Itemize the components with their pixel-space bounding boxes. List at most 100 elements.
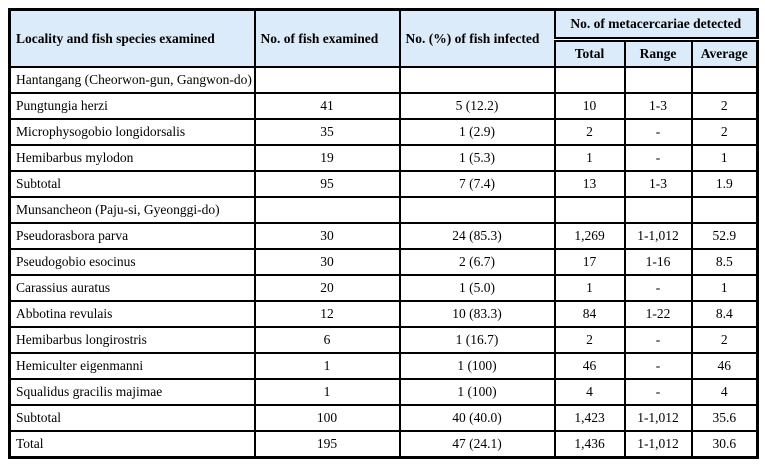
cell-examined: 1 <box>253 352 401 380</box>
cell-label: Pseudogobio esocinus <box>8 248 256 276</box>
cell-range: - <box>623 274 693 302</box>
cell-range: 1-1,012 <box>623 404 693 432</box>
cell-average <box>690 196 759 224</box>
cell-examined: 12 <box>253 300 401 328</box>
cell-infected: 10 (83.3) <box>398 300 556 328</box>
cell-infected: 2 (6.7) <box>398 248 556 276</box>
cell-average: 35.6 <box>690 404 759 432</box>
cell-examined: 35 <box>253 118 401 146</box>
table-row: Microphysogobio longidorsalis 35 1 (2.9) 2-… <box>8 118 759 146</box>
cell-total: 17 <box>553 248 626 276</box>
cell-label: Munsancheon (Paju-si, Gyeonggi-do) <box>8 196 256 224</box>
cell-label: Abbotina revulais <box>8 300 256 328</box>
header-locality: Locality and fish species examined <box>8 8 256 68</box>
cell-average: 2 <box>690 92 759 120</box>
cell-examined: 95 <box>253 170 401 198</box>
cell-total: 4 <box>553 378 626 406</box>
cell-label: Hantangang (Cheorwon-gun, Gangwon-do) <box>8 66 256 94</box>
cell-examined: 6 <box>253 326 401 354</box>
cell-total: 10 <box>553 92 626 120</box>
cell-examined: 30 <box>253 222 401 250</box>
header-average: Average <box>690 38 759 68</box>
cell-total: 46 <box>553 352 626 380</box>
cell-range: 1-3 <box>623 170 693 198</box>
cell-average: 2 <box>690 326 759 354</box>
cell-infected: 1 (16.7) <box>398 326 556 354</box>
cell-label: Carassius auratus <box>8 274 256 302</box>
table-body: Hantangang (Cheorwon-gun, Gangwon-do) Pun… <box>8 66 759 459</box>
table-row: Pseudogobio esocinus 30 2 (6.7) 17 1-16 8.5 <box>8 248 759 276</box>
cell-total: 1 <box>553 144 626 172</box>
cell-total <box>553 196 626 224</box>
cell-label: Hemibarbus longirostris <box>8 326 256 354</box>
cell-infected: 7 (7.4) <box>398 170 556 198</box>
cell-range: - <box>623 378 693 406</box>
cell-average: 52.9 <box>690 222 759 250</box>
cell-average <box>690 66 759 94</box>
cell-label: Subtotal <box>8 170 256 198</box>
cell-label: Total <box>8 430 256 459</box>
cell-range <box>623 196 693 224</box>
table-header: Locality and fish species examined No. o… <box>8 8 759 68</box>
cell-examined: 19 <box>253 144 401 172</box>
table-row: Subtotal 100 40 (40.0) 1,423 1-1,012 35.6 <box>8 404 759 432</box>
cell-infected: 47 (24.1) <box>398 430 556 459</box>
cell-range: - <box>623 326 693 354</box>
cell-total: 84 <box>553 300 626 328</box>
header-row-1: Locality and fish species examined No. o… <box>8 8 759 68</box>
header-total: Total <box>553 38 626 68</box>
cell-average: 30.6 <box>690 430 759 459</box>
locality-section-row: Munsancheon (Paju-si, Gyeonggi-do) <box>8 196 759 224</box>
cell-range: 1-16 <box>623 248 693 276</box>
header-fish-infected: No. (%) of fish infected <box>398 8 556 68</box>
cell-examined <box>253 66 401 94</box>
cell-average: 8.5 <box>690 248 759 276</box>
cell-range: 1-22 <box>623 300 693 328</box>
table-row: Hemibarbus mylodon 19 1 (5.3) 1-1 <box>8 144 759 172</box>
cell-label: Subtotal <box>8 404 256 432</box>
cell-average: 2 <box>690 118 759 146</box>
table-row: Squalidus gracilis majimae 1 1 (100) 4-4 <box>8 378 759 406</box>
cell-label: Hemibarbus mylodon <box>8 144 256 172</box>
cell-label: Microphysogobio longidorsalis <box>8 118 256 146</box>
cell-total: 1,436 <box>553 430 626 459</box>
cell-range: 1-1,012 <box>623 222 693 250</box>
cell-label: Pungtungia herzi <box>8 92 256 120</box>
cell-range: - <box>623 118 693 146</box>
table-row: Pseudorasbora parva 30 24 (85.3) 1,269 1-1,0… <box>8 222 759 250</box>
table-row: Hemibarbus longirostris 6 1 (16.7) 2-2 <box>8 326 759 354</box>
cell-range: 1-1,012 <box>623 430 693 459</box>
cell-examined: 195 <box>253 430 401 459</box>
cell-total: 1,423 <box>553 404 626 432</box>
cell-total <box>553 66 626 94</box>
table-row: Carassius auratus 20 1 (5.0) 1-1 <box>8 274 759 302</box>
cell-average: 1.9 <box>690 170 759 198</box>
cell-average: 4 <box>690 378 759 406</box>
cell-examined: 30 <box>253 248 401 276</box>
cell-infected: 5 (12.2) <box>398 92 556 120</box>
header-metacercariae-group: No. of metacercariae detected <box>553 8 759 42</box>
cell-range <box>623 66 693 94</box>
cell-label: Pseudorasbora parva <box>8 222 256 250</box>
cell-examined <box>253 196 401 224</box>
locality-section-row: Hantangang (Cheorwon-gun, Gangwon-do) <box>8 66 759 94</box>
table-row: Hemiculter eigenmanni 1 1 (100) 46-46 <box>8 352 759 380</box>
cell-average: 1 <box>690 274 759 302</box>
cell-label: Squalidus gracilis majimae <box>8 378 256 406</box>
cell-infected: 1 (5.0) <box>398 274 556 302</box>
cell-total: 2 <box>553 118 626 146</box>
cell-total: 1,269 <box>553 222 626 250</box>
cell-infected: 40 (40.0) <box>398 404 556 432</box>
table-row: Pungtungia herzi 41 5 (12.2) 10 1-3 2 <box>8 92 759 120</box>
cell-examined: 1 <box>253 378 401 406</box>
cell-average: 1 <box>690 144 759 172</box>
cell-examined: 20 <box>253 274 401 302</box>
table-row: Total 195 47 (24.1) 1,436 1-1,012 30.6 <box>8 430 759 459</box>
cell-examined: 100 <box>253 404 401 432</box>
cell-total: 2 <box>553 326 626 354</box>
cell-range: 1-3 <box>623 92 693 120</box>
header-fish-examined: No. of fish examined <box>253 8 401 68</box>
table-container: Locality and fish species examined No. o… <box>8 8 760 459</box>
table-row: Subtotal 95 7 (7.4) 13 1-3 1.9 <box>8 170 759 198</box>
cell-range: - <box>623 144 693 172</box>
